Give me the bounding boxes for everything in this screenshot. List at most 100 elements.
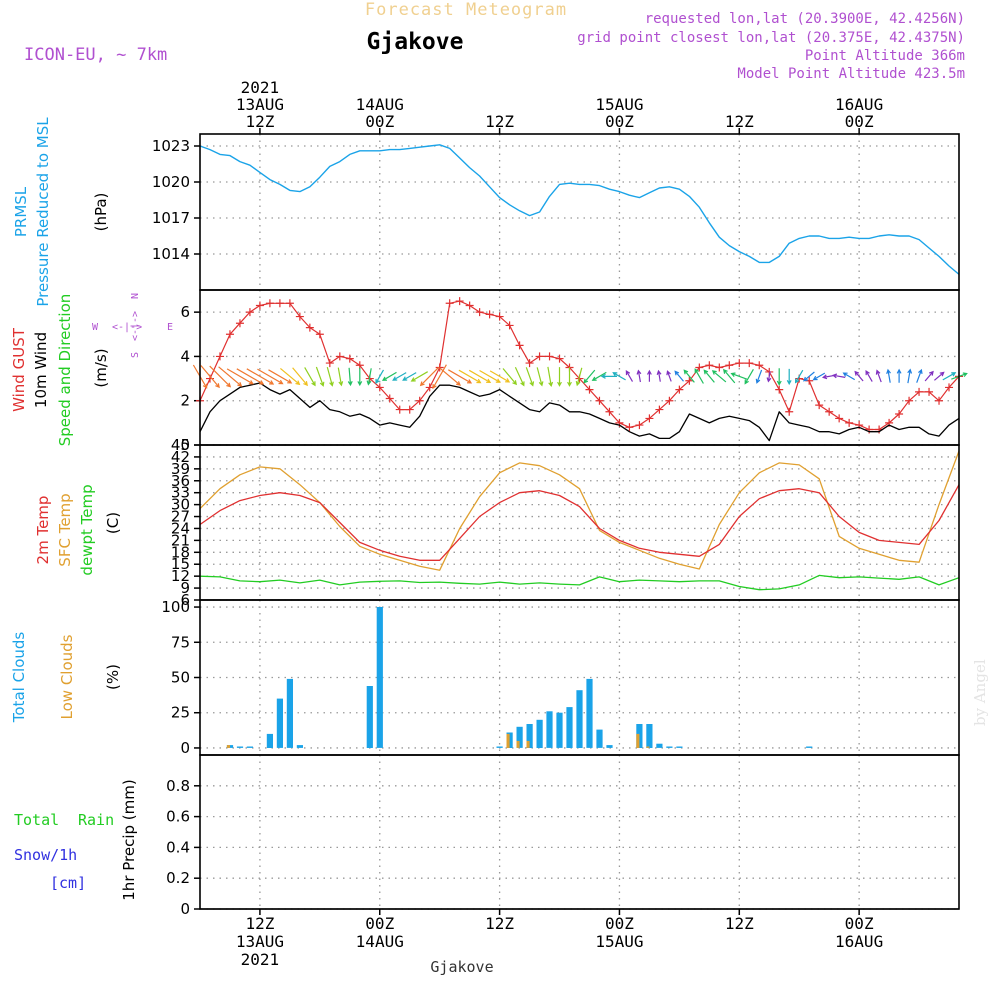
panel-frame [199,444,960,601]
gust-marker [645,414,654,423]
wind-direction-arrow [468,369,492,384]
wind-direction-arrow [854,370,864,382]
total-cloud-bar [286,678,293,748]
gust-marker [505,321,514,330]
total-cloud-bar [376,607,383,748]
wind-direction-arrow [865,370,873,382]
top-time-label: 14AUG [356,95,404,114]
ytick-label: 6 [180,303,190,321]
footer-location: Gjakove [430,958,493,976]
gust-marker [845,418,854,427]
wind-direction-arrow [625,370,634,382]
low-cloud-bar [226,745,230,748]
bottom-time-label: 00Z [365,914,394,933]
wind-direction-arrow [448,369,473,384]
wind-direction-arrow [525,367,535,387]
total-cloud-bar [666,746,673,748]
wind-direction-arrow [803,371,815,382]
wind-direction-arrow [896,368,902,383]
gust-marker [285,299,294,308]
ytick-label: 24 [171,519,190,537]
bottom-time-label: 2021 [241,950,280,969]
wind-direction-arrow [755,369,763,384]
wind-direction-arrow [591,371,607,381]
ytick-label: 0.2 [166,869,190,887]
ytick-label: 25 [171,704,190,722]
wind-direction-arrow [875,369,882,383]
ytick-label: 1014 [152,245,190,263]
wind-direction-arrow [786,368,792,386]
gust-marker [665,396,674,405]
wind-label: 10m Wind [32,332,50,408]
top-time-label: 12Z [485,112,514,131]
wind-direction-arrow [268,369,293,384]
gust-marker [685,376,694,385]
gust-marker [475,308,484,317]
ytick-label: 1017 [152,209,190,227]
wind-direction-arrow [547,366,554,388]
ytick-label: 42 [171,448,190,466]
ytick-label: 0.8 [166,777,190,795]
wind-direction-arrow [209,365,232,388]
prmsl-desc-label: Pressure Reduced to MSL [34,117,52,307]
ytick-label: 33 [171,484,190,502]
gust-label: Wind GUST [10,327,28,412]
wind-direction-arrow [744,368,754,385]
low-clouds-label: Low Clouds [58,634,76,719]
wind-direction-arrow [479,369,501,383]
wind-direction-arrow [502,368,518,386]
gust-marker [745,359,754,368]
ytick-label: 36 [171,472,190,490]
ytick-label: 0 [180,436,190,454]
wind-direction-arrow [337,367,344,387]
pressure-line [199,144,960,275]
wind-direction-arrow [326,366,334,387]
top-time-label: 16AUG [835,95,883,114]
panel-precip: 0 0.2 0.4 0.6 0.8 [166,755,959,918]
total-cloud-bar [246,746,253,748]
ytick-label: 1020 [152,173,190,191]
gust-marker [895,410,904,418]
snow-unit: [cm] [50,874,86,892]
bottom-time-label: 15AUG [595,932,643,951]
model-label: ICON-EU, ~ 7km [24,45,167,65]
wind-direction-arrow [886,368,891,383]
bottom-time-label: 13AUG [236,932,284,951]
wind-direction-arrow [942,372,957,381]
gust-marker [225,330,234,339]
gust-marker [935,396,944,405]
wind-direction-arrow [683,369,695,383]
top-time-label: 15AUG [595,95,643,114]
ytick-label: 0 [180,900,190,918]
total-cloud-bar [606,745,613,748]
ytick-label: 75 [171,633,190,651]
low-cloud-bar [506,733,510,748]
total-cloud-bar [586,678,593,748]
wind-direction-arrow [432,364,447,390]
gust-marker [735,359,744,368]
cloud-labels: Total Clouds Low Clouds (%) [10,632,122,724]
wind-direction-arrow [439,367,461,386]
total-cloud-bar [576,690,583,748]
wind-compass: N <-|-> S W E <-|-> [92,293,173,358]
gust-marker [815,401,824,410]
ytick-label: 45 [171,436,190,454]
ytick-label: 12 [171,567,190,585]
gust-marker [755,361,764,370]
gust-marker [245,308,254,317]
wind-direction-arrow [776,368,782,386]
panel-pressure: 1014 1017 1020 1023 [152,134,960,290]
bottom-time-label: 12Z [245,914,274,933]
gust-marker [405,405,414,414]
compass-w: W [92,322,99,333]
wind-direction-arrow [703,369,715,383]
total-cloud-bar [236,746,244,748]
bottom-time-label: 00Z [845,914,874,933]
total-cloud-bar [276,698,283,748]
location-title: Gjakove [367,29,464,55]
wind-direction-arrow [514,367,525,387]
wind-direction-arrow [722,368,736,384]
wind-direction-arrow [907,368,913,384]
